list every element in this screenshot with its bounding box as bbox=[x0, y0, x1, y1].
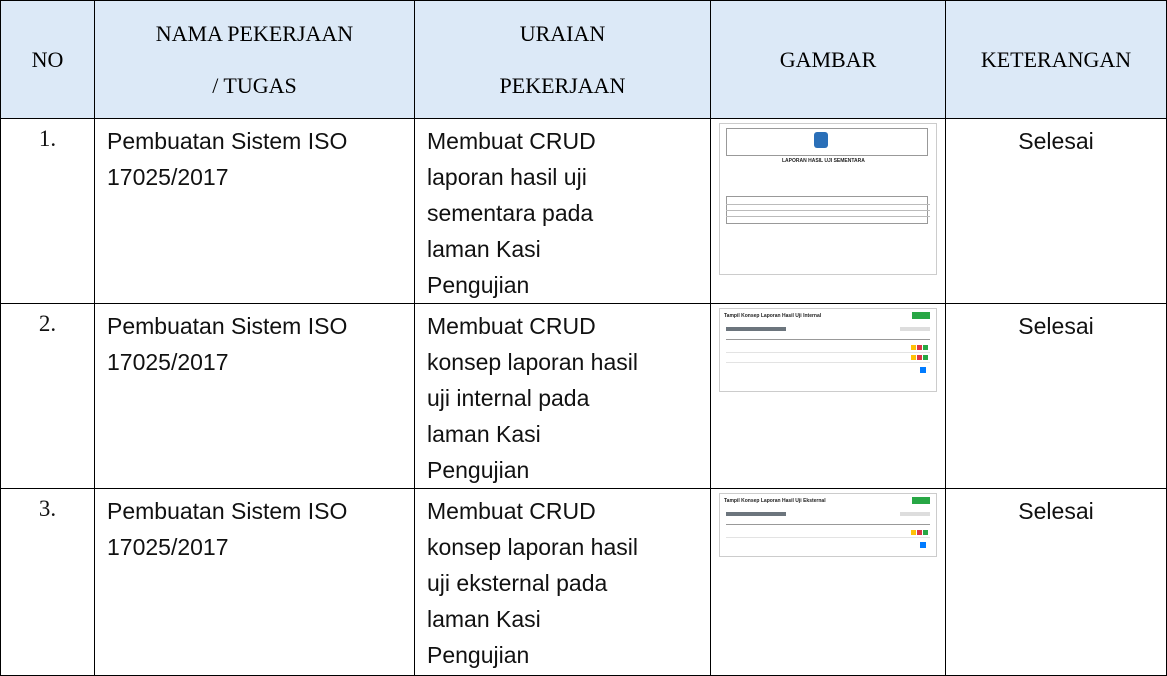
text-line: 17025/2017 bbox=[107, 164, 229, 190]
screenshot-thumbnail: LAPORAN HASIL UJI SEMENTARA bbox=[719, 123, 937, 275]
text-line: laman Kasi bbox=[427, 421, 541, 447]
text-line: Pembuatan Sistem ISO bbox=[107, 498, 348, 524]
status: Selesai bbox=[945, 303, 1167, 489]
pager bbox=[920, 367, 926, 373]
screenshot-thumbnail: Tampil Konsep Laporan Hasil Uji Internal bbox=[719, 308, 937, 392]
text-line: Membuat CRUD bbox=[427, 498, 596, 524]
text-line: laporan hasil uji bbox=[427, 164, 587, 190]
action-button bbox=[917, 530, 922, 535]
report-header-box bbox=[726, 128, 928, 156]
header-cell: GAMBAR bbox=[710, 0, 946, 119]
table-row: 1. Pembuatan Sistem ISO 17025/2017 Membuat … bbox=[0, 118, 1167, 304]
action-button bbox=[917, 355, 922, 360]
status: Selesai bbox=[945, 118, 1167, 304]
line bbox=[726, 210, 930, 211]
header-cell: URAIAN PEKERJAAN bbox=[414, 0, 711, 119]
header-line: URAIAN bbox=[519, 20, 606, 46]
screenshot-thumbnail: Tampil Konsep Laporan Hasil Uji Eksterna… bbox=[719, 493, 937, 557]
toolbar bbox=[726, 512, 786, 516]
task-name: Pembuatan Sistem ISO 17025/2017 bbox=[94, 118, 415, 304]
add-button bbox=[912, 312, 930, 319]
logo bbox=[814, 132, 828, 148]
caption: LAPORAN HASIL UJI SEMENTARA bbox=[782, 158, 865, 164]
screenshot-cell: Tampil Konsep Laporan Hasil Uji Eksterna… bbox=[710, 488, 946, 676]
line bbox=[726, 524, 930, 525]
screenshot-cell: LAPORAN HASIL UJI SEMENTARA bbox=[710, 118, 946, 304]
header-line: / TUGAS bbox=[212, 72, 297, 98]
text-line: Membuat CRUD bbox=[427, 128, 596, 154]
header-line: NAMA PEKERJAAN bbox=[155, 20, 354, 46]
text-line: konsep laporan hasil bbox=[427, 349, 638, 375]
text-line: konsep laporan hasil bbox=[427, 534, 638, 560]
action-button bbox=[917, 345, 922, 350]
text-line: Pengujian bbox=[427, 457, 530, 483]
line bbox=[726, 362, 930, 363]
line bbox=[726, 339, 930, 340]
action-button bbox=[911, 530, 916, 535]
pager bbox=[920, 542, 926, 548]
table-row: 2. Pembuatan Sistem ISO 17025/2017 Membuat … bbox=[0, 303, 1167, 489]
search bbox=[900, 512, 930, 516]
text-line: Pembuatan Sistem ISO bbox=[107, 128, 348, 154]
text-line: Pengujian bbox=[427, 642, 530, 668]
header-cell: KETERANGAN bbox=[945, 0, 1167, 119]
task-name: Pembuatan Sistem ISO 17025/2017 bbox=[94, 303, 415, 489]
row-number: 3. bbox=[0, 488, 95, 676]
line bbox=[726, 204, 930, 205]
line bbox=[726, 352, 930, 353]
caption: Tampil Konsep Laporan Hasil Uji Internal bbox=[724, 313, 822, 319]
text-line: uji eksternal pada bbox=[427, 570, 608, 596]
line bbox=[726, 537, 930, 538]
action-button bbox=[923, 530, 928, 535]
text-line: laman Kasi bbox=[427, 606, 541, 632]
action-button bbox=[923, 345, 928, 350]
task-description: Membuat CRUD laporan hasil uji sementara p… bbox=[414, 118, 711, 304]
text-line: Membuat CRUD bbox=[427, 313, 596, 339]
task-name: Pembuatan Sistem ISO 17025/2017 bbox=[94, 488, 415, 676]
action-button bbox=[911, 345, 916, 350]
text-line: Pembuatan Sistem ISO bbox=[107, 313, 348, 339]
table-row: 3. Pembuatan Sistem ISO 17025/2017 Membuat … bbox=[0, 488, 1167, 676]
task-description: Membuat CRUD konsep laporan hasil uji inte… bbox=[414, 303, 711, 489]
action-button bbox=[911, 355, 916, 360]
search bbox=[900, 327, 930, 331]
add-button bbox=[912, 497, 930, 504]
text-line: uji internal pada bbox=[427, 385, 590, 411]
screenshot-cell: Tampil Konsep Laporan Hasil Uji Internal bbox=[710, 303, 946, 489]
text-line: sementara pada bbox=[427, 200, 594, 226]
toolbar bbox=[726, 327, 786, 331]
line bbox=[726, 216, 930, 217]
header-row: NO NAMA PEKERJAAN / TUGAS URAIAN PEKERJAAN… bbox=[0, 0, 1167, 119]
text-line: laman Kasi bbox=[427, 236, 541, 262]
header-line: PEKERJAAN bbox=[499, 72, 626, 98]
task-description: Membuat CRUD konsep laporan hasil uji ekst… bbox=[414, 488, 711, 676]
caption: Tampil Konsep Laporan Hasil Uji Eksterna… bbox=[724, 498, 826, 504]
header-cell: NAMA PEKERJAAN / TUGAS bbox=[94, 0, 415, 119]
row-number: 2. bbox=[0, 303, 95, 489]
action-button bbox=[923, 355, 928, 360]
row-number: 1. bbox=[0, 118, 95, 304]
header-cell: NO bbox=[0, 0, 95, 119]
text-line: 17025/2017 bbox=[107, 349, 229, 375]
text-line: Pengujian bbox=[427, 272, 530, 298]
status: Selesai bbox=[945, 488, 1167, 676]
table-body: 1. Pembuatan Sistem ISO 17025/2017 Membuat … bbox=[0, 118, 1167, 676]
text-line: 17025/2017 bbox=[107, 534, 229, 560]
